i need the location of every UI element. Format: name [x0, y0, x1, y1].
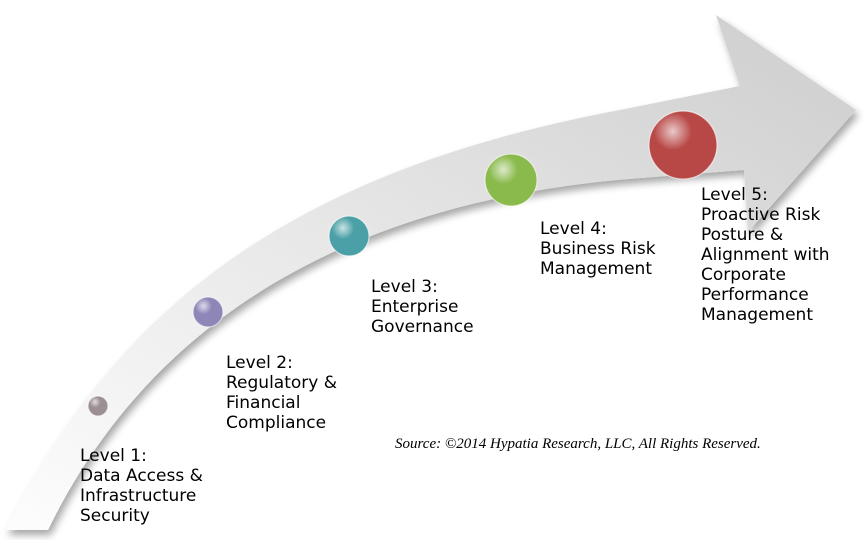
level-2-label: Level 2: Regulatory & Financial Compliance	[226, 353, 337, 433]
level-5-orb	[648, 110, 718, 180]
source-note: Source: ©2014 Hypatia Research, LLC, All…	[395, 436, 761, 452]
level-4-orb	[484, 153, 538, 207]
growth-arrow	[5, 15, 856, 530]
level-1-label: Level 1: Data Access & Infrastructure Secur…	[80, 446, 203, 526]
level-4-label: Level 4: Business Risk Management	[540, 219, 656, 279]
level-1-orb	[87, 395, 109, 417]
level-3-label: Level 3: Enterprise Governance	[371, 277, 474, 337]
level-5-label: Level 5: Proactive Risk Posture & Alignment…	[701, 185, 830, 325]
level-2-orb	[192, 296, 224, 328]
level-3-orb	[328, 215, 370, 257]
